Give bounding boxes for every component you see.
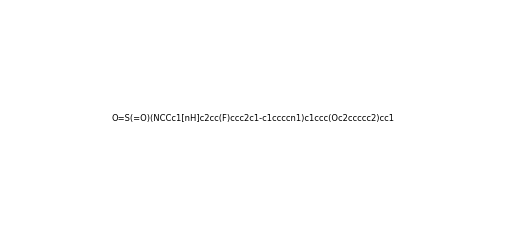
Text: O=S(=O)(NCCc1[nH]c2cc(F)ccc2c1-c1ccccn1)c1ccc(Oc2ccccc2)cc1: O=S(=O)(NCCc1[nH]c2cc(F)ccc2c1-c1ccccn1)… <box>111 114 394 122</box>
